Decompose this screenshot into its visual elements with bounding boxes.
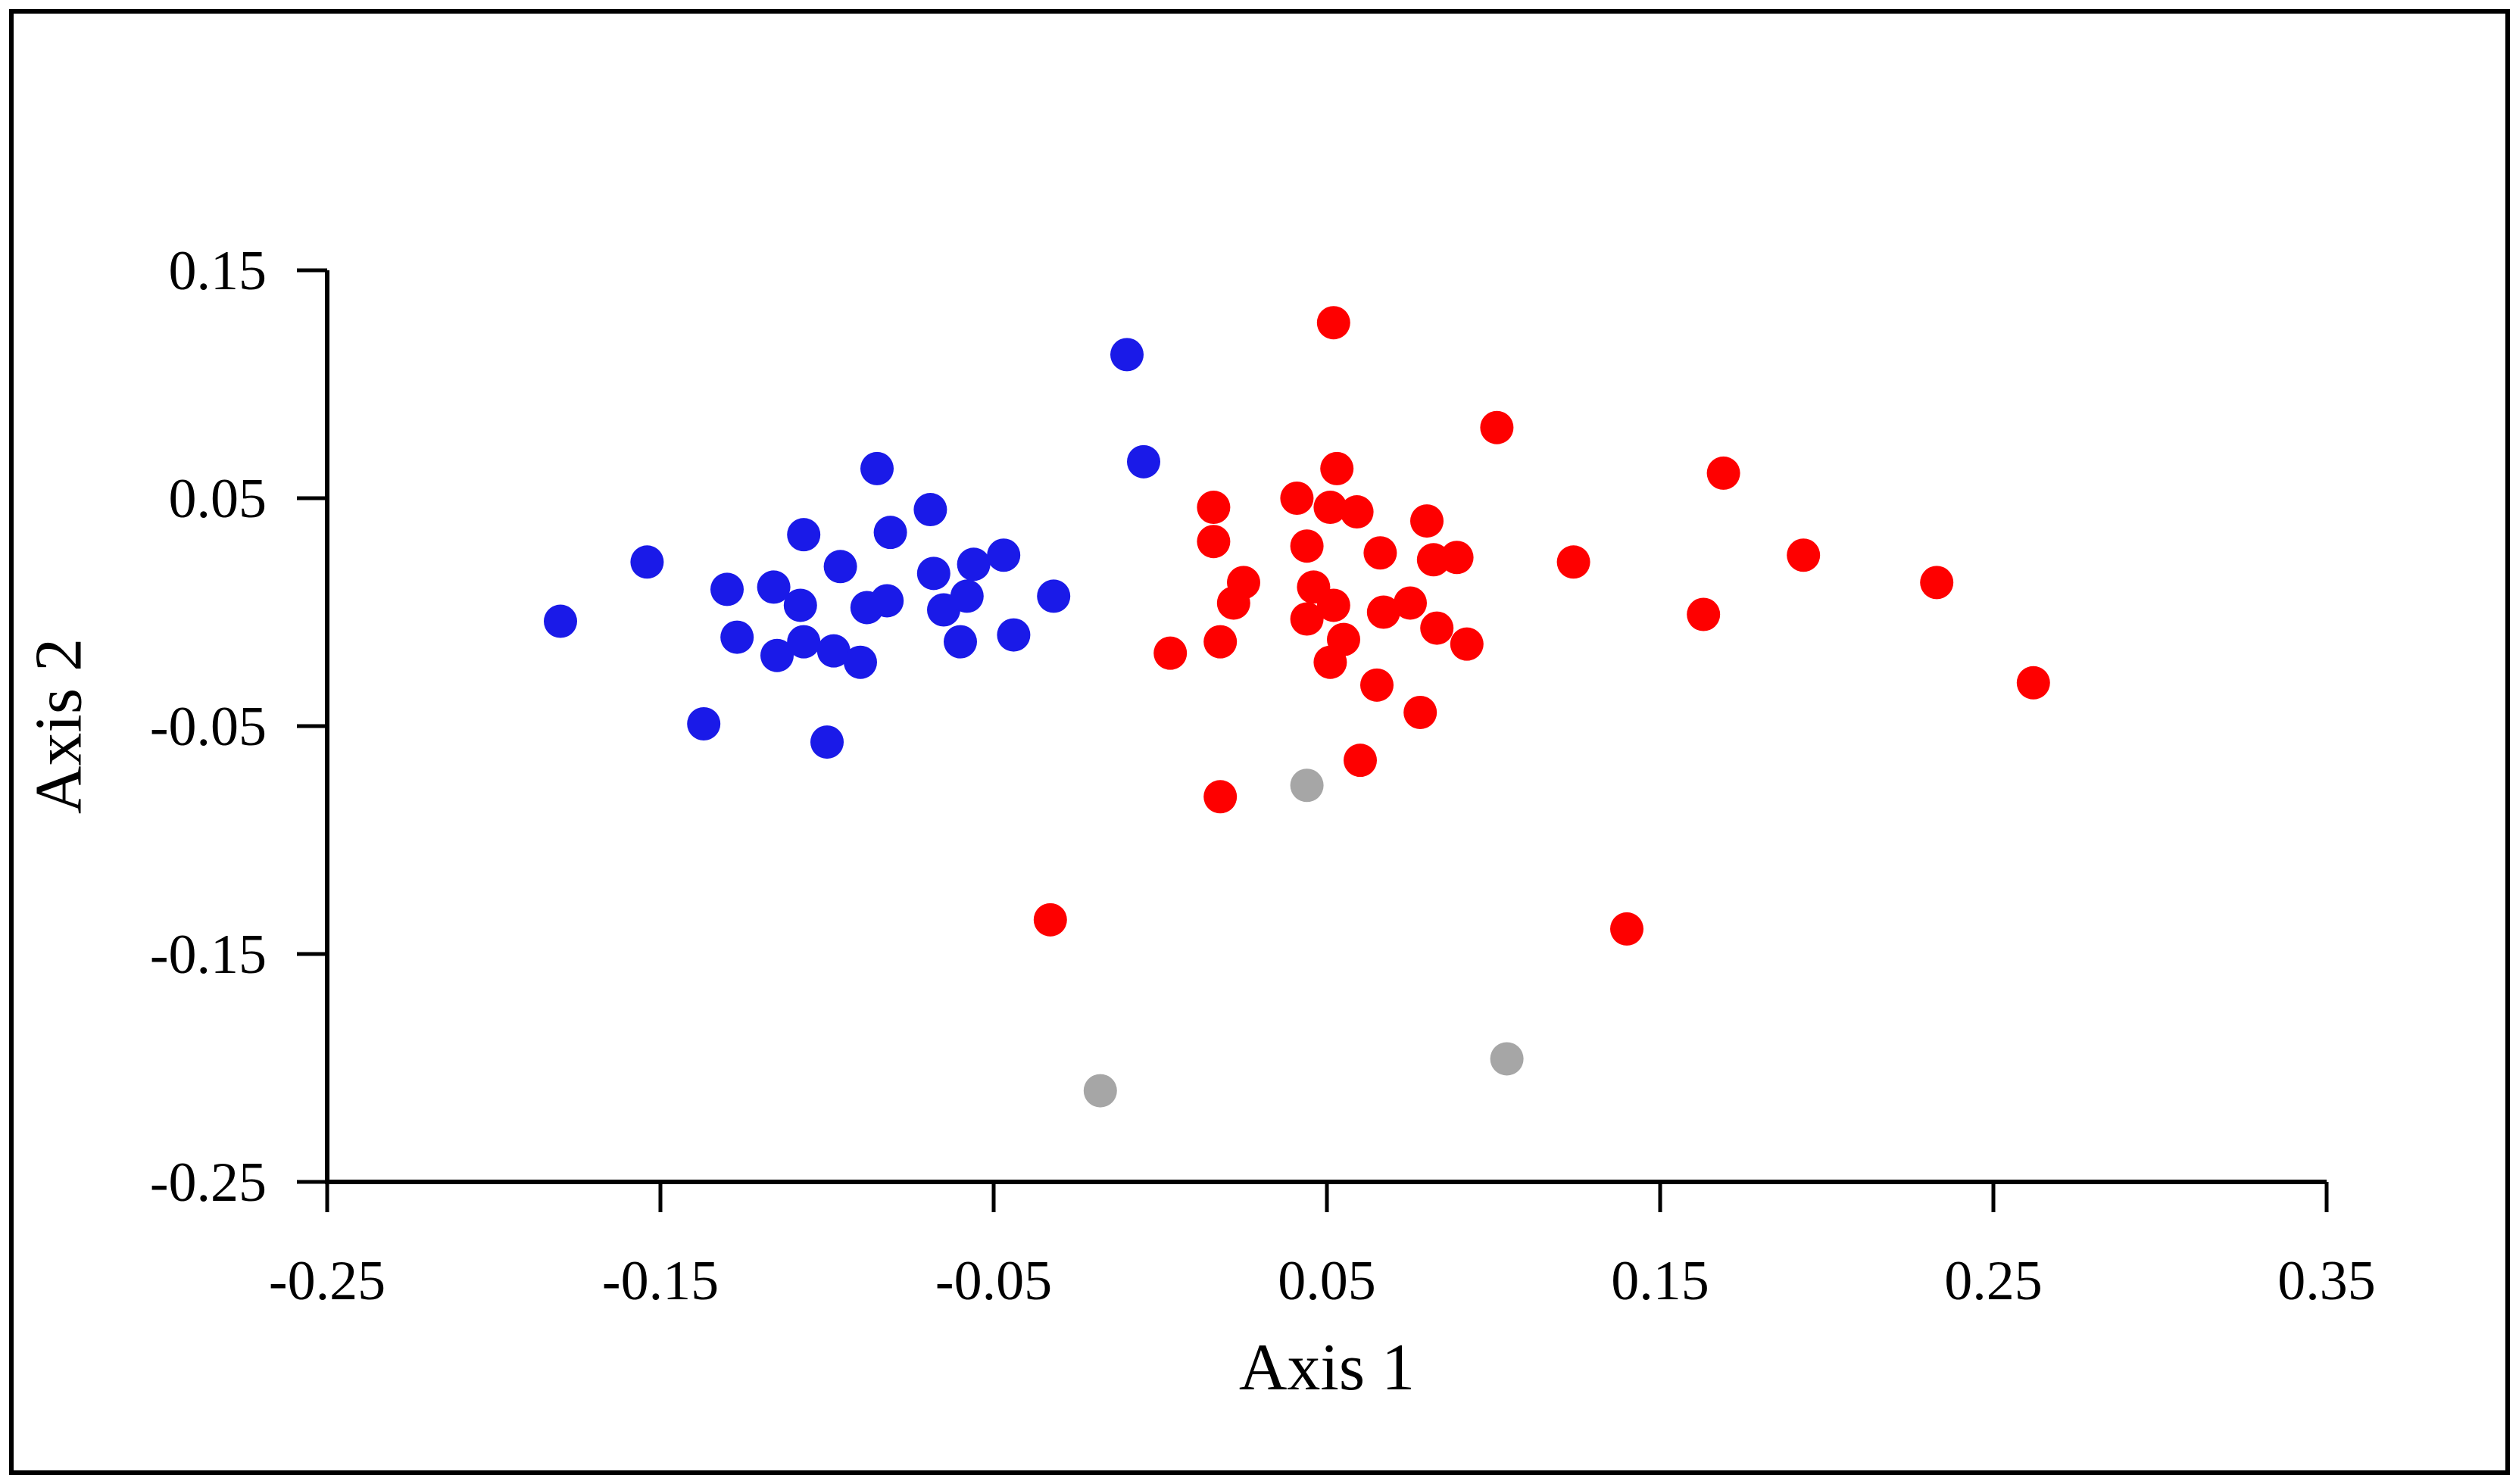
data-point-blue-group: [810, 725, 844, 759]
data-point-red-group: [1227, 566, 1260, 600]
data-point-blue-group: [944, 625, 977, 659]
data-point-red-group: [1290, 602, 1324, 636]
y-tick-label: 0.05: [169, 468, 267, 530]
data-point-red-group: [1153, 636, 1188, 670]
x-tick-label: 0.05: [1278, 1250, 1376, 1312]
data-point-gray-group: [1083, 1074, 1117, 1108]
data-point-blue-group: [787, 625, 821, 659]
x-tick-label: -0.25: [269, 1250, 385, 1312]
data-point-red-group: [1033, 903, 1067, 937]
data-point-blue-group: [987, 538, 1021, 572]
data-point-blue-group: [860, 451, 894, 485]
data-point-red-group: [1610, 912, 1643, 946]
data-point-blue-group: [873, 516, 907, 550]
x-tick-label: -0.05: [935, 1250, 1052, 1312]
y-tick-label: 0.15: [169, 240, 267, 302]
x-tick-label: -0.15: [602, 1250, 719, 1312]
data-point-red-group: [1316, 306, 1350, 340]
data-point-blue-group: [916, 556, 950, 591]
data-point-blue-group: [1110, 338, 1144, 372]
data-point-blue-group: [687, 706, 721, 740]
x-tick-label: 0.15: [1611, 1250, 1709, 1312]
y-axis-title: Axis 2: [22, 638, 96, 815]
data-point-blue-group: [1127, 444, 1160, 479]
data-point-gray-group: [1490, 1042, 1524, 1076]
tick-labels: -0.25 -0.15 -0.05 0.05 0.15 0.25 0.35 0.15 0.05 -…: [150, 240, 2376, 1312]
data-point-blue-group: [844, 645, 877, 679]
data-point-red-group: [1366, 595, 1400, 629]
y-tick-label: -0.05: [150, 696, 267, 758]
x-tick-label: 0.25: [1944, 1250, 2043, 1312]
data-point-blue-group: [823, 550, 857, 584]
data-point-red-group: [1410, 504, 1444, 538]
data-point-blue-group: [913, 493, 947, 527]
data-point-red-group: [2016, 666, 2050, 700]
data-point-red-group: [1197, 525, 1231, 559]
data-point-red-group: [1340, 495, 1374, 529]
data-point-blue-group: [957, 547, 991, 581]
data-point-red-group: [1203, 780, 1238, 814]
x-tick-label: 0.35: [2277, 1250, 2376, 1312]
data-point-red-group: [1394, 586, 1427, 620]
tick-marks: [297, 268, 2329, 1212]
data-point-red-group: [1327, 622, 1360, 656]
y-tick-label: -0.15: [150, 924, 267, 986]
data-point-gray-group: [1290, 768, 1324, 803]
data-point-blue-group: [544, 604, 577, 638]
data-point-red-group: [1480, 410, 1514, 444]
data-point-red-group: [1280, 482, 1314, 515]
data-point-blue-group: [816, 634, 851, 668]
data-point-red-group: [1556, 545, 1590, 579]
y-tick-label: -0.25: [150, 1152, 267, 1214]
data-point-blue-group: [870, 584, 904, 618]
data-point-red-group: [1440, 541, 1474, 575]
data-point-red-group: [1420, 611, 1454, 645]
data-point-red-group: [1706, 456, 1740, 490]
chart-frame: [9, 9, 2510, 1475]
axes: [325, 270, 2327, 1184]
data-point-red-group: [1316, 588, 1350, 622]
x-axis-title: Axis 1: [1238, 1331, 1416, 1404]
data-point-red-group: [1450, 627, 1484, 661]
data-point-blue-group: [783, 588, 817, 622]
data-point-red-group: [1290, 529, 1324, 563]
data-point-red-group: [1313, 491, 1347, 525]
data-point-red-group: [1203, 625, 1238, 659]
data-point-blue-group: [720, 620, 754, 654]
data-point-red-group: [1344, 744, 1377, 778]
data-point-red-group: [1360, 668, 1394, 702]
data-points: [544, 306, 2050, 1108]
data-point-blue-group: [997, 618, 1031, 652]
data-point-blue-group: [757, 570, 791, 604]
data-point-blue-group: [760, 638, 794, 672]
data-point-red-group: [1787, 538, 1821, 572]
data-point-blue-group: [710, 572, 744, 606]
data-point-red-group: [1920, 566, 1954, 600]
data-point-red-group: [1363, 536, 1397, 570]
data-point-blue-group: [787, 518, 821, 552]
data-point-red-group: [1320, 451, 1354, 485]
data-point-blue-group: [630, 545, 664, 579]
data-point-blue-group: [1037, 579, 1071, 613]
data-point-red-group: [1687, 597, 1721, 631]
data-point-blue-group: [950, 579, 984, 613]
data-point-red-group: [1197, 491, 1231, 525]
data-point-red-group: [1403, 695, 1437, 729]
